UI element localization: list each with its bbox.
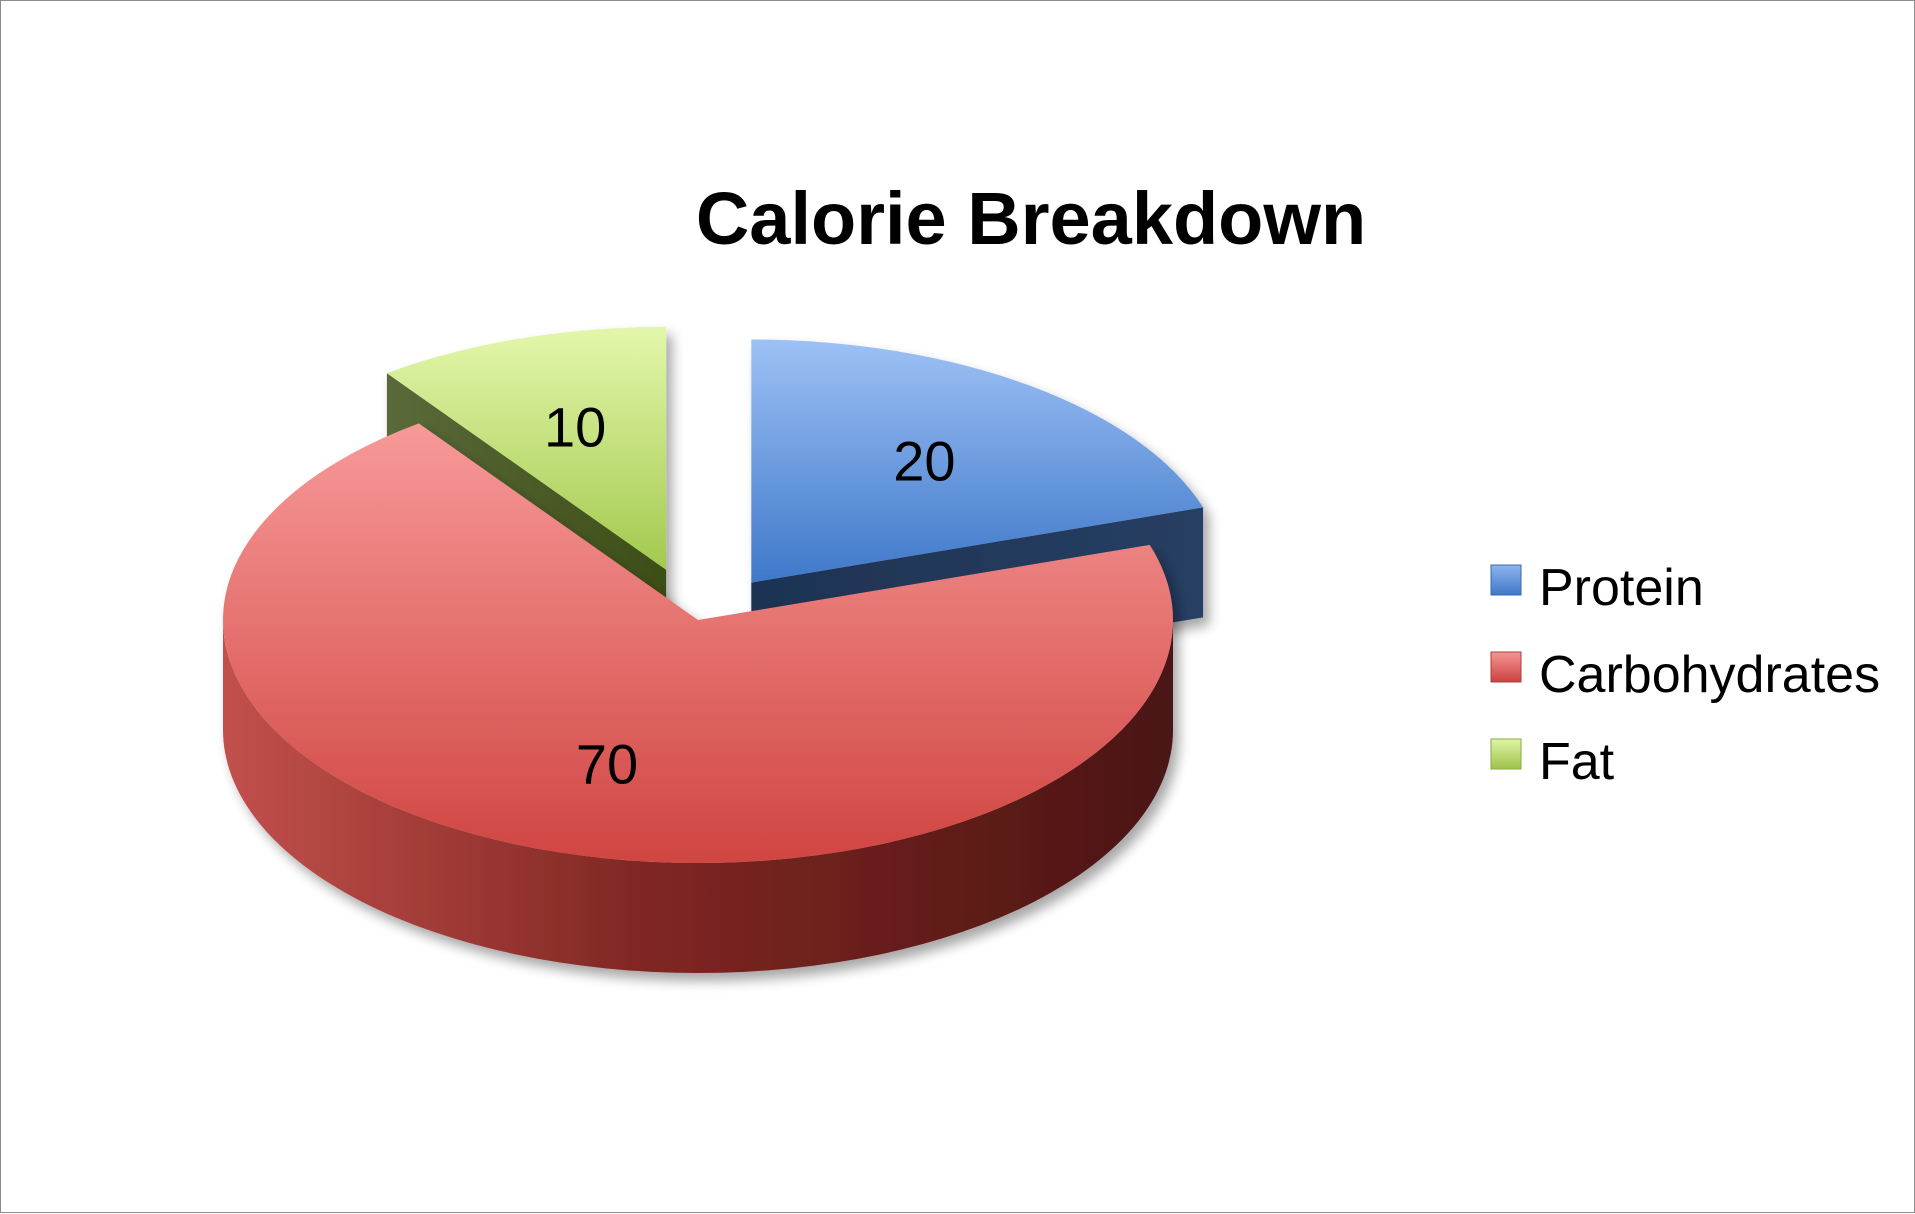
- legend-item-protein: Protein: [1490, 559, 1704, 617]
- legend-swatch-carbohydrates: [1490, 651, 1522, 683]
- legend-item-fat: Fat: [1490, 733, 1615, 791]
- pie-top-fat: [386, 326, 667, 570]
- legend-label-carbohydrates: Carbohydrates: [1539, 646, 1880, 704]
- legend-label-fat: Fat: [1539, 733, 1615, 791]
- chart-title: Calorie Breakdown: [696, 177, 1366, 260]
- pie-top-carbohydrates: [222, 423, 1173, 863]
- pie-slice-carbohydrates: [222, 423, 1173, 973]
- legend: Protein Carbohydrates Fat: [1490, 559, 1880, 791]
- pie-side-carbohydrates: [223, 620, 1173, 973]
- data-label-fat: 10: [544, 395, 606, 458]
- data-label-carbohydrates: 70: [576, 732, 638, 795]
- legend-item-carbohydrates: Carbohydrates: [1490, 646, 1880, 704]
- legend-swatch-fat: [1490, 738, 1522, 770]
- legend-swatch-protein: [1490, 564, 1522, 596]
- pie-slices: [222, 326, 1204, 973]
- pie-top-protein: [751, 339, 1204, 583]
- legend-label-protein: Protein: [1539, 559, 1704, 617]
- pie-slice-labels: 10 20 70: [544, 395, 956, 795]
- data-label-protein: 20: [893, 430, 955, 493]
